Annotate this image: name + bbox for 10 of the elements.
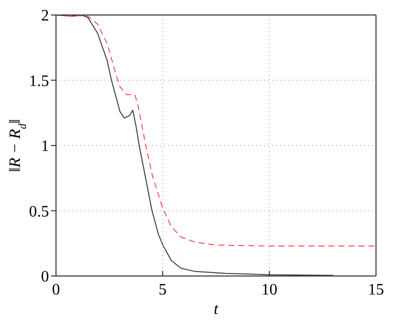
x-tick-label: 10 — [261, 281, 278, 298]
x-tick-label: 5 — [158, 281, 167, 298]
y-tick-label: 1 — [41, 138, 49, 156]
y-tick-label: 2 — [41, 8, 49, 25]
x-axis-title: t — [214, 301, 219, 318]
y-tick-label: 1.5 — [29, 72, 49, 90]
x-tick-label: 15 — [368, 281, 384, 298]
x-tick-label: 0 — [52, 281, 60, 298]
y-tick-label: 0 — [41, 268, 49, 286]
y-tick-label: 0.5 — [29, 203, 49, 220]
